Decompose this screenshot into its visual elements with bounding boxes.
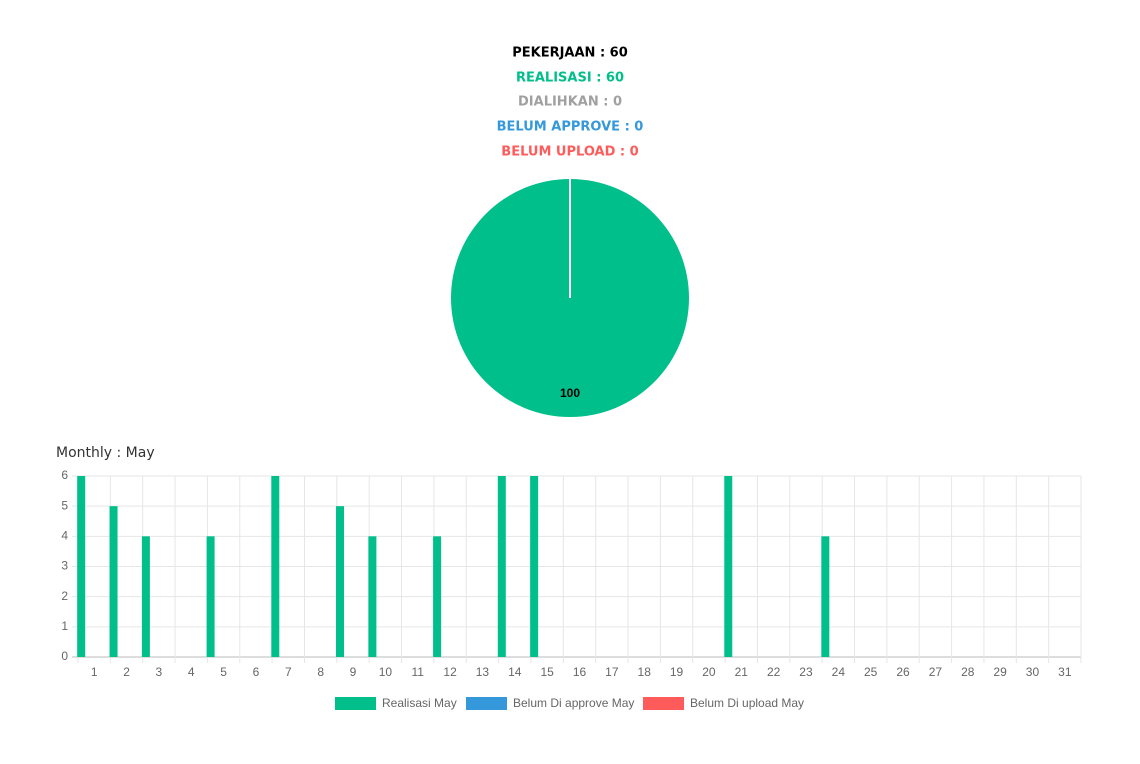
x-tick-label: 25: [864, 665, 878, 679]
y-tick-label: 4: [61, 529, 68, 543]
legend-label: Realisasi May: [382, 696, 457, 710]
x-tick-label: 18: [638, 665, 652, 679]
bar: [821, 536, 830, 657]
x-tick-label: 29: [993, 665, 1007, 679]
summary-line: DIALIHKAN : 0: [518, 95, 622, 110]
bar: [433, 536, 442, 657]
x-tick-label: 14: [508, 665, 522, 679]
pie-label: 100: [560, 386, 580, 400]
y-tick-label: 5: [61, 498, 68, 512]
x-tick-label: 12: [443, 665, 457, 679]
x-tick-label: 1: [91, 665, 98, 679]
x-tick-label: 16: [573, 665, 587, 679]
x-tick-label: 31: [1058, 665, 1072, 679]
x-tick-label: 26: [896, 665, 910, 679]
bar: [497, 476, 506, 657]
bar: [77, 476, 86, 657]
legend-swatch: [335, 697, 376, 710]
bar: [530, 476, 539, 657]
bar: [141, 536, 150, 657]
x-tick-label: 8: [317, 665, 324, 679]
bar: [109, 506, 118, 657]
x-tick-label: 21: [735, 665, 749, 679]
y-tick-label: 3: [61, 559, 68, 573]
x-tick-label: 27: [929, 665, 943, 679]
summary-line: BELUM UPLOAD : 0: [501, 145, 638, 160]
bar: [368, 536, 377, 657]
legend-label: Belum Di upload May: [690, 696, 804, 710]
bar: [724, 476, 733, 657]
x-tick-label: 4: [188, 665, 195, 679]
summary-line: PEKERJAAN : 60: [512, 46, 628, 61]
bar: [271, 476, 280, 657]
x-tick-label: 19: [670, 665, 684, 679]
x-tick-label: 3: [156, 665, 163, 679]
y-tick-label: 2: [61, 589, 68, 603]
x-tick-label: 22: [767, 665, 781, 679]
x-tick-label: 2: [123, 665, 130, 679]
x-tick-label: 11: [411, 665, 424, 679]
x-tick-label: 15: [540, 665, 554, 679]
legend-swatch: [643, 697, 684, 710]
y-tick-label: 0: [61, 649, 68, 663]
y-tick-label: 1: [61, 619, 68, 633]
x-tick-label: 7: [285, 665, 292, 679]
x-tick-label: 24: [832, 665, 846, 679]
x-tick-label: 28: [961, 665, 975, 679]
summary-line: BELUM APPROVE : 0: [497, 120, 644, 135]
legend-swatch: [466, 697, 507, 710]
x-tick-label: 23: [799, 665, 813, 679]
x-tick-label: 17: [605, 665, 619, 679]
x-tick-label: 5: [220, 665, 227, 679]
bar: [336, 506, 345, 657]
chart-title: Monthly : May: [56, 445, 155, 461]
summary-line: REALISASI : 60: [516, 71, 624, 86]
x-tick-label: 6: [253, 665, 260, 679]
y-tick-label: 6: [61, 468, 68, 482]
legend-label: Belum Di approve May: [513, 696, 634, 710]
x-tick-label: 13: [476, 665, 490, 679]
x-tick-label: 10: [379, 665, 393, 679]
x-tick-label: 30: [1026, 665, 1040, 679]
x-tick-label: 20: [702, 665, 716, 679]
x-tick-label: 9: [350, 665, 357, 679]
bar: [206, 536, 215, 657]
